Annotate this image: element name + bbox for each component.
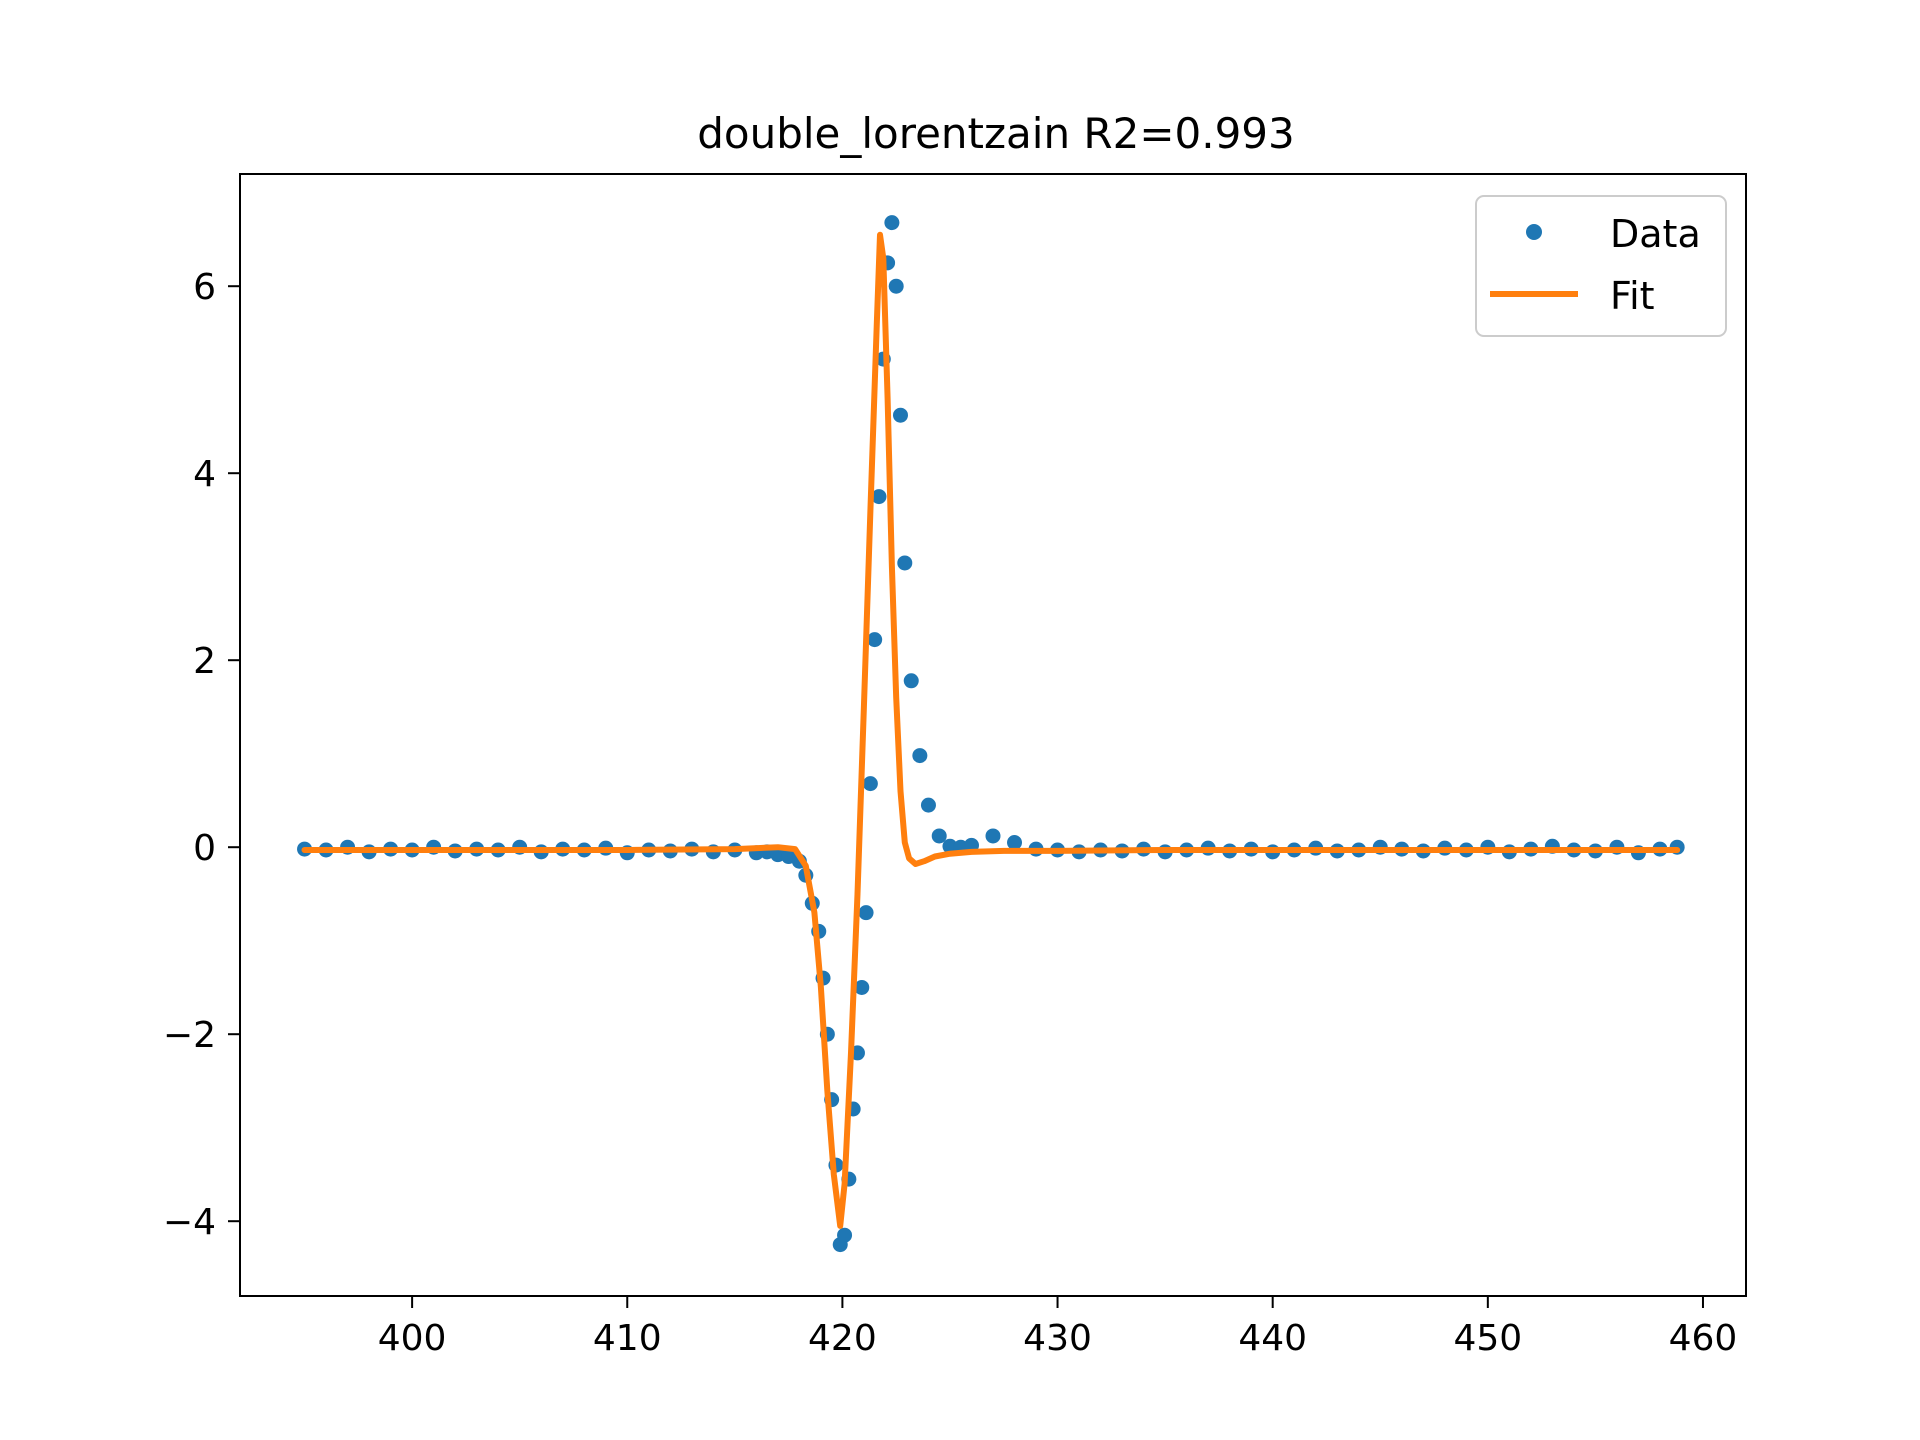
data-point bbox=[1007, 835, 1023, 851]
x-tick-label: 410 bbox=[593, 1318, 662, 1359]
chart-title: double_lorentzain R2=0.993 bbox=[697, 109, 1295, 158]
data-point bbox=[942, 838, 958, 854]
legend: Data Fit bbox=[1475, 195, 1727, 337]
y-tick-label: 6 bbox=[193, 267, 216, 308]
data-point bbox=[931, 828, 947, 844]
data-point bbox=[897, 555, 913, 571]
data-point bbox=[854, 979, 870, 995]
plot-series bbox=[297, 215, 1685, 1253]
data-point bbox=[892, 407, 908, 423]
data-point bbox=[884, 215, 900, 231]
y-tick-label: 4 bbox=[193, 454, 216, 495]
legend-marker-data bbox=[1526, 224, 1542, 240]
legend-label-fit: Fit bbox=[1610, 274, 1655, 318]
plot-frame bbox=[239, 173, 1747, 1297]
x-tick-label: 400 bbox=[378, 1318, 447, 1359]
data-point bbox=[858, 905, 874, 921]
data-point bbox=[985, 828, 1001, 844]
y-tick-label: 0 bbox=[193, 828, 216, 869]
data-point bbox=[888, 278, 904, 294]
y-tick-label: −4 bbox=[163, 1202, 216, 1243]
y-tick-label: −2 bbox=[163, 1015, 216, 1056]
y-tick-label: 2 bbox=[193, 641, 216, 682]
fit-line bbox=[301, 231, 1681, 1229]
data-point bbox=[837, 1227, 853, 1243]
x-tick-label: 440 bbox=[1238, 1318, 1307, 1359]
y-axis: −4 −2 0 2 4 6 bbox=[163, 267, 240, 1243]
data-point bbox=[862, 776, 878, 792]
x-tick-label: 430 bbox=[1023, 1318, 1092, 1359]
data-point bbox=[920, 797, 936, 813]
x-axis: 400 410 420 430 440 450 460 bbox=[378, 1296, 1738, 1359]
data-point bbox=[867, 632, 883, 648]
data-point bbox=[903, 673, 919, 689]
x-tick-label: 420 bbox=[808, 1318, 877, 1359]
x-tick-label: 460 bbox=[1669, 1318, 1738, 1359]
data-point bbox=[871, 489, 887, 505]
legend-label-data: Data bbox=[1610, 212, 1701, 256]
data-point bbox=[912, 748, 928, 764]
x-tick-label: 450 bbox=[1453, 1318, 1522, 1359]
